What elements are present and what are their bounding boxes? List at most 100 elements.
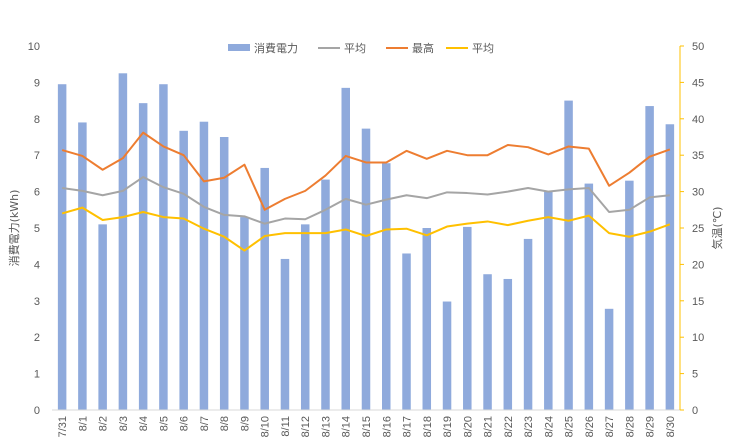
bar — [442, 301, 452, 410]
x-tick-label: 8/22 — [503, 416, 515, 437]
legend-label: 消費電力 — [254, 41, 298, 55]
x-tick-label: 8/9 — [239, 416, 251, 431]
bar — [483, 274, 492, 410]
y-right-tick-label: 10 — [692, 332, 704, 344]
line-series-1 — [61, 176, 670, 225]
x-tick-label: 8/30 — [665, 416, 677, 437]
bar — [645, 106, 654, 410]
bar — [57, 84, 67, 410]
y-left-axis-title: 消費電力(kWh) — [7, 190, 21, 267]
legend-swatch-bar — [228, 44, 250, 51]
x-tick-label: 8/19 — [442, 416, 454, 437]
bar — [138, 103, 148, 410]
x-tick-label: 8/7 — [199, 416, 211, 431]
legend-label: 平均 — [344, 42, 366, 55]
y-left-tick-label: 3 — [34, 296, 40, 308]
bar — [159, 84, 168, 410]
bar — [260, 167, 269, 410]
y-left-tick-label: 10 — [28, 41, 40, 53]
y-left-tick-label: 9 — [34, 77, 40, 89]
line-series-2 — [61, 131, 671, 211]
x-tick-label: 8/14 — [341, 416, 353, 437]
bar-series — [57, 73, 675, 411]
y-left-tick-label: 4 — [34, 259, 40, 271]
bar — [341, 87, 350, 411]
bar — [280, 258, 290, 410]
y-right-tick-label: 5 — [692, 369, 698, 381]
x-tick-label: 8/6 — [179, 416, 191, 431]
x-tick-label: 8/11 — [280, 416, 292, 437]
y-left-tick-label: 0 — [34, 405, 40, 417]
y-left-tick-label: 5 — [34, 223, 40, 235]
x-tick-label: 8/18 — [422, 416, 434, 437]
bar — [584, 183, 594, 410]
x-tick-label: 8/27 — [604, 416, 616, 437]
x-tick-label: 8/5 — [158, 416, 170, 431]
x-tick-label: 8/4 — [138, 416, 150, 431]
x-tick-label: 8/23 — [523, 416, 535, 437]
x-tick-label: 8/28 — [624, 416, 636, 437]
bar — [544, 191, 553, 410]
legend-label: 平均 — [472, 42, 494, 55]
bar — [199, 121, 209, 410]
x-tick-label: 8/1 — [77, 416, 89, 431]
x-tick-label: 8/29 — [645, 416, 657, 437]
x-tick-label: 8/20 — [462, 416, 474, 437]
bar — [604, 308, 614, 410]
x-tick-label: 8/13 — [320, 416, 332, 437]
line-series-group — [61, 131, 671, 252]
bar — [361, 128, 371, 411]
bar — [564, 100, 573, 410]
x-tick-label: 8/26 — [584, 416, 596, 437]
x-tick-label: 8/2 — [98, 416, 110, 431]
x-tick-label: 8/24 — [543, 416, 555, 437]
x-tick-label: 8/8 — [219, 416, 231, 431]
y-left-tick-label: 6 — [34, 187, 40, 199]
bar — [665, 124, 675, 410]
y-right-tick-label: 35 — [692, 150, 704, 162]
bar — [98, 224, 107, 410]
y-right-tick-label: 20 — [692, 259, 704, 271]
y-left-tick-label: 1 — [34, 369, 40, 381]
y-left-tick-label: 8 — [34, 114, 40, 126]
y-right-tick-label: 50 — [692, 41, 704, 53]
bar — [78, 122, 87, 410]
y-right-tick-label: 45 — [692, 77, 704, 89]
bar — [179, 130, 188, 410]
y-left-tick-label: 2 — [34, 332, 40, 344]
bar — [219, 137, 229, 410]
x-tick-label: 7/31 — [57, 416, 69, 437]
y-left-tick-label: 7 — [34, 150, 40, 162]
bar — [300, 224, 310, 410]
bar — [240, 217, 249, 410]
y-right-axis-title: 気温(℃) — [710, 207, 724, 250]
y-right-tick-label: 15 — [692, 296, 704, 308]
x-tick-label: 8/17 — [402, 416, 414, 437]
bar — [382, 163, 391, 410]
bar — [321, 179, 330, 410]
bar — [402, 253, 411, 410]
bar — [625, 180, 634, 410]
axes: 01234567891005101520253035404550消費電力(kWh… — [7, 41, 724, 437]
x-tick-label: 8/21 — [483, 416, 495, 437]
x-tick-label: 8/16 — [381, 416, 393, 437]
x-tick-label: 8/3 — [118, 416, 130, 431]
y-right-tick-label: 40 — [692, 114, 704, 126]
bar — [463, 226, 472, 410]
bar — [118, 73, 128, 411]
legend-label: 最高 — [412, 41, 434, 55]
y-right-tick-label: 0 — [692, 405, 698, 417]
x-tick-label: 8/15 — [361, 416, 373, 437]
bar — [503, 278, 513, 410]
line-series-3 — [61, 206, 671, 252]
y-right-tick-label: 25 — [692, 223, 704, 235]
y-right-tick-label: 30 — [692, 187, 704, 199]
x-tick-label: 8/25 — [564, 416, 576, 437]
bar — [422, 228, 432, 410]
x-tick-label: 8/10 — [260, 416, 272, 437]
legend: 消費電力 平均 最高 平均 — [228, 41, 494, 55]
x-tick-label: 8/12 — [300, 416, 312, 437]
bar — [523, 238, 533, 410]
